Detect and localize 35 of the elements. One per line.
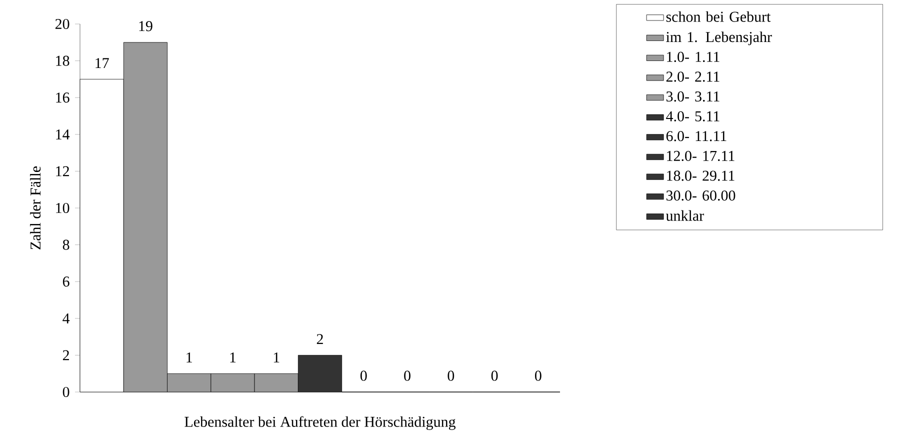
data-label: 17 [96, 58, 109, 68]
y-tick-label: 16 [56, 92, 70, 103]
y-tick-label: 18 [56, 56, 70, 66]
legend-label: schon bei Geburt [666, 11, 771, 22]
y-tick-label: 10 [56, 202, 70, 214]
data-label: 1 [230, 352, 236, 362]
x-axis-title: Lebensalter bei Auftreten der Hörschädigung [184, 416, 456, 430]
data-label: 0 [491, 370, 498, 381]
legend-label: 12.0- 17.11 [667, 150, 734, 162]
legend-label: 2.0- 2.11 [666, 72, 720, 82]
data-label: 1 [186, 352, 192, 362]
y-tick-label: 2 [62, 350, 69, 360]
legend-label: 3.0- 3.11 [666, 91, 720, 102]
legend-label: 4.0- 5.11 [666, 111, 720, 122]
y-axis-title: Zahl der Fälle [30, 166, 41, 250]
legend-label: 30.0- 60.00 [666, 190, 736, 201]
data-label: 0 [404, 370, 410, 381]
legend-label: 18.0- 29.11 [667, 170, 734, 181]
data-label: 0 [448, 370, 454, 381]
y-tick-label: 20 [55, 18, 70, 30]
y-tick-label: 4 [62, 313, 70, 324]
data-label: 2 [316, 334, 323, 344]
legend-label: unklar [666, 210, 704, 221]
y-tick-label: 12 [56, 166, 69, 176]
data-label: 19 [139, 21, 152, 32]
y-tick-label: 6 [62, 276, 70, 287]
y-tick-label: 0 [62, 386, 70, 398]
data-label: 1 [274, 352, 280, 362]
data-label: 0 [360, 370, 367, 381]
y-tick-label: 8 [62, 240, 70, 250]
legend-label: 1.0- 1.11 [667, 52, 720, 62]
legend-label: im 1. Lebensjahr [666, 32, 772, 46]
legend-label: 6.0- 11.11 [666, 131, 726, 142]
data-label: 0 [535, 370, 542, 381]
y-tick-label: 14 [56, 129, 70, 140]
